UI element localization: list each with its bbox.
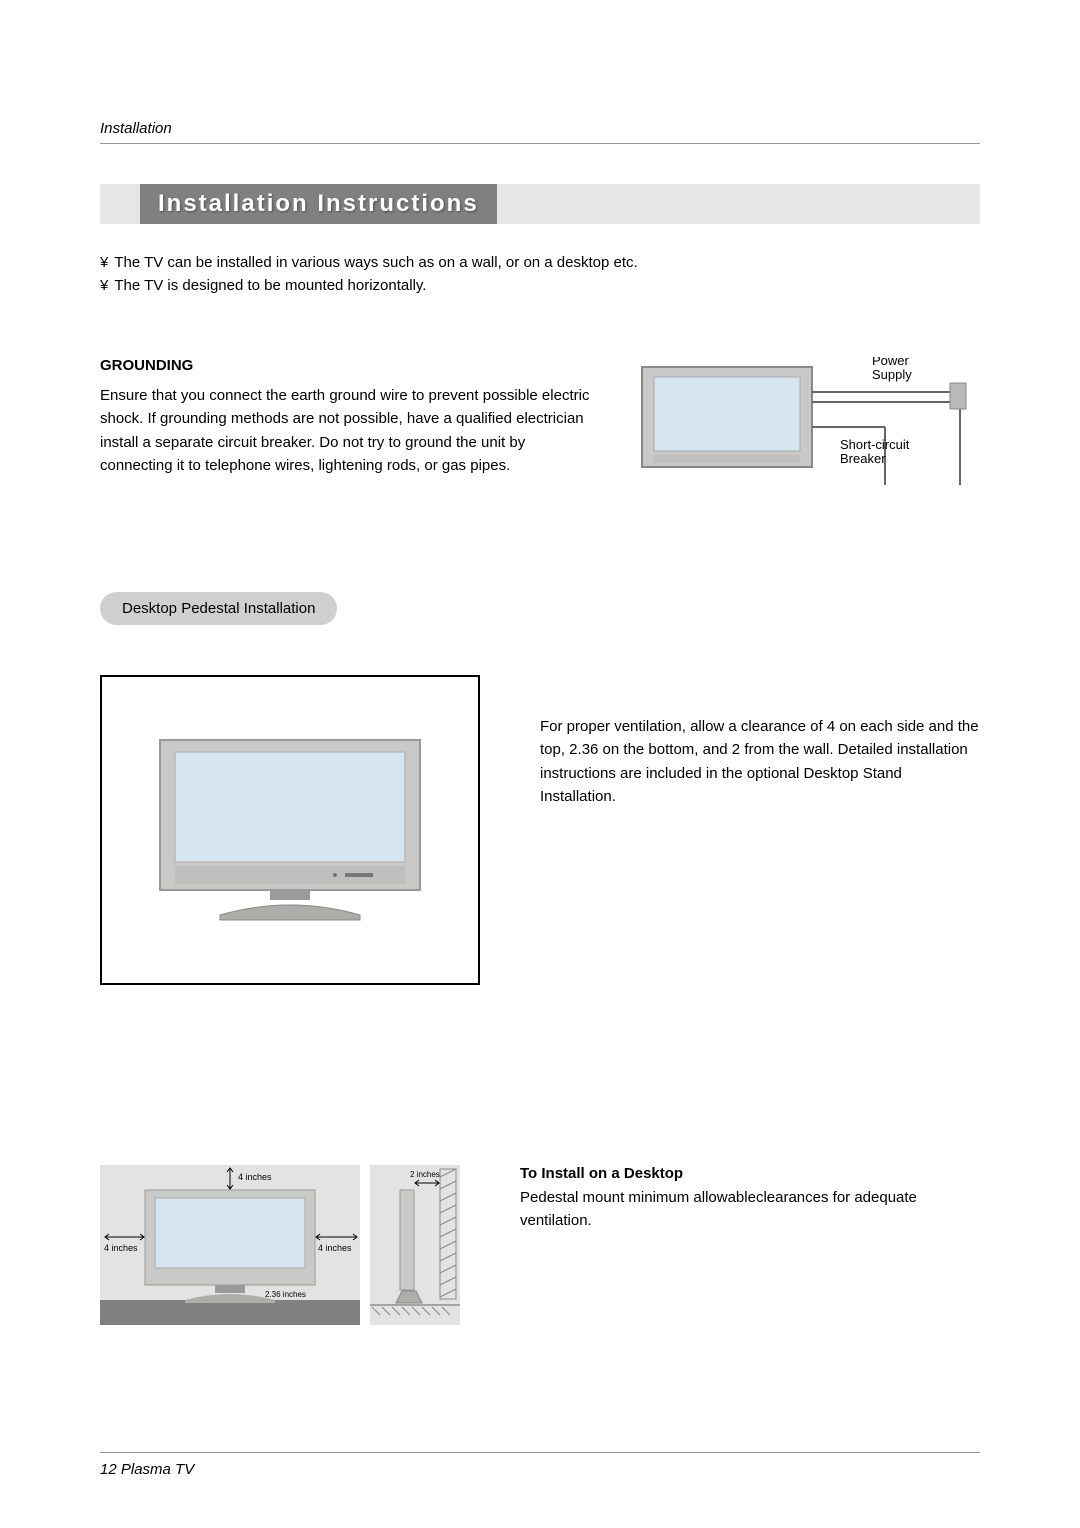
svg-text:Supply: Supply	[872, 367, 912, 382]
page-title: Installation Instructions	[140, 184, 497, 224]
clearance-right-label: 4 inches	[318, 1243, 352, 1253]
clearance-left-label: 4 inches	[104, 1243, 138, 1253]
rule-bottom	[100, 1452, 980, 1453]
grounding-diagram: Power Supply Short-circuit Breaker	[640, 357, 980, 487]
bullet-item: ¥ The TV can be installed in various way…	[100, 252, 980, 275]
svg-text:Short-circuit: Short-circuit	[840, 437, 910, 452]
rule-top	[100, 143, 980, 144]
grounding-text: Ensure that you connect the earth ground…	[100, 384, 600, 477]
bullet-text: The TV can be installed in various ways …	[114, 252, 637, 275]
clearance-bottom-label: 2.36 inches	[265, 1290, 306, 1299]
clearance-diagram-wrap: 4 inches 4 inches 4 inches 2.36 inches	[100, 1165, 460, 1330]
title-bar: Installation Instructions	[100, 184, 980, 224]
clearance-wall-label: 2 inches	[410, 1170, 440, 1179]
clearance-top-label: 4 inches	[238, 1172, 272, 1182]
pedestal-tv-diagram	[140, 730, 440, 930]
bullet-marker: ¥	[100, 252, 108, 275]
clearance-diagram: 4 inches 4 inches 4 inches 2.36 inches	[100, 1165, 460, 1325]
intro-bullets: ¥ The TV can be installed in various way…	[100, 252, 980, 297]
grounding-heading: GROUNDING	[100, 357, 600, 374]
install-desktop-text: Pedestal mount minimum allowableclearanc…	[520, 1186, 980, 1233]
bullet-item: ¥ The TV is designed to be mounted horiz…	[100, 275, 980, 298]
footer: 12 Plasma TV	[100, 1452, 980, 1478]
pedestal-pill: Desktop Pedestal Installation	[100, 592, 337, 625]
bullet-marker: ¥	[100, 275, 108, 298]
svg-text:Breaker: Breaker	[840, 451, 886, 466]
grounding-section: GROUNDING Ensure that you connect the ea…	[100, 357, 980, 492]
ventilation-text: For proper ventilation, allow a clearanc…	[540, 715, 980, 808]
clearance-row: 4 inches 4 inches 4 inches 2.36 inches	[100, 1165, 980, 1330]
bullet-text: The TV is designed to be mounted horizon…	[114, 275, 426, 298]
pedestal-figure-box	[100, 675, 480, 985]
footer-text: 12 Plasma TV	[100, 1461, 980, 1478]
pedestal-row: For proper ventilation, allow a clearanc…	[100, 675, 980, 985]
install-desktop-heading: To Install on a Desktop	[520, 1165, 980, 1182]
running-head: Installation	[100, 120, 980, 137]
